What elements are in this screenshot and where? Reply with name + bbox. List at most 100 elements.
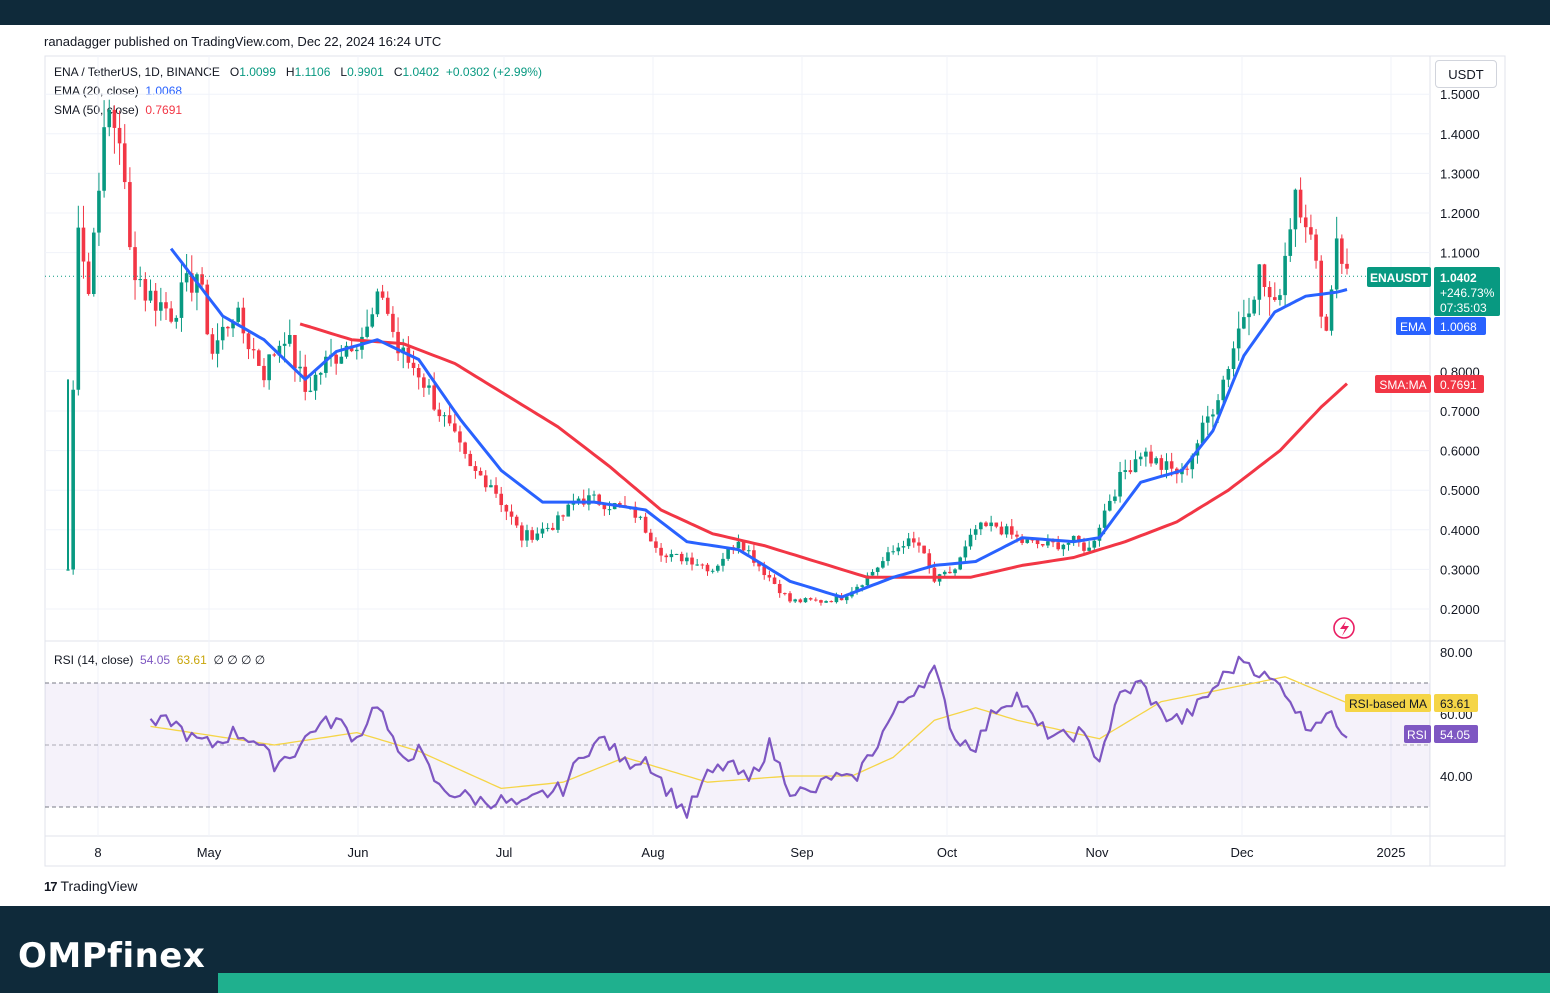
candle-body: [917, 542, 921, 546]
candle-body: [726, 547, 730, 559]
candle-body: [741, 541, 746, 551]
candle-body: [1309, 227, 1313, 235]
tradingview-logo: 17 TradingView: [44, 878, 138, 894]
candle-body: [556, 515, 560, 530]
price-tick-label: 0.7000: [1440, 404, 1480, 419]
candle-body: [205, 284, 210, 335]
candle-body: [308, 390, 313, 392]
candle-body: [597, 494, 601, 505]
ema-20-line: [169, 247, 1348, 599]
candle-body: [1272, 297, 1277, 300]
candle-body: [1030, 539, 1035, 541]
candle-body: [525, 530, 529, 541]
candle-body: [1334, 238, 1339, 290]
symbol-badge: [1367, 267, 1431, 287]
candle-body: [148, 290, 153, 301]
candle-body: [416, 368, 421, 378]
candle-body: [159, 302, 163, 311]
rsi-legend: RSI (14, close) 54.05 63.61 ∅ ∅ ∅ ∅: [54, 653, 265, 667]
candle-body: [334, 354, 338, 364]
candle-body: [1329, 289, 1334, 331]
candle-body: [968, 534, 973, 547]
candle-body: [1077, 535, 1081, 543]
low-value: 0.9901: [347, 65, 384, 79]
candle-body: [1185, 468, 1189, 470]
candle-body: [932, 567, 937, 582]
candle-body: [891, 551, 895, 553]
candle-body: [215, 340, 220, 354]
ema-badge-label: EMA: [1400, 320, 1426, 334]
candle-body: [1221, 379, 1226, 401]
candle-body: [339, 356, 344, 364]
chart-frame: [44, 55, 1506, 867]
price-tick-label: 1.3000: [1440, 166, 1480, 181]
rsi-ma-legend-value: 63.61: [176, 653, 207, 667]
candle-body: [762, 566, 767, 576]
candle-body: [241, 307, 246, 334]
candle-body: [122, 143, 127, 183]
candle-body: [220, 326, 225, 341]
candle-body: [1164, 461, 1169, 470]
candle-body: [143, 279, 148, 301]
candle-body: [1216, 400, 1220, 415]
candle-body: [1149, 451, 1153, 464]
candle-body: [1025, 539, 1030, 543]
candle-body: [654, 541, 658, 548]
candle-body: [561, 515, 565, 517]
candle-body: [71, 389, 75, 570]
candle-body: [1319, 260, 1324, 317]
candle-body: [442, 415, 447, 417]
candle-body: [427, 385, 431, 388]
symbol-badge-label: ENAUSDT: [1370, 271, 1429, 285]
price-tick-label: 1.5000: [1440, 87, 1480, 102]
price-tick-label: 1.2000: [1440, 206, 1480, 221]
sma-legend: SMA (50, close) 0.7691: [54, 103, 182, 117]
candle-body: [509, 511, 514, 517]
candle-body: [236, 307, 240, 322]
price-tick-label: 1.4000: [1440, 127, 1480, 142]
currency-button[interactable]: USDT: [1435, 60, 1497, 88]
candle-body: [1107, 500, 1112, 511]
sma-badge: [1434, 375, 1484, 393]
candle-body: [324, 356, 328, 373]
candle-body: [66, 569, 70, 571]
candle-body: [587, 495, 591, 505]
candle-body: [659, 547, 663, 556]
rsi-ma-badge-value: 63.61: [1440, 697, 1470, 711]
candle-body: [989, 522, 993, 527]
candle-body: [942, 571, 947, 575]
sma-badge-tag: [1375, 375, 1431, 393]
candle-body: [1004, 526, 1009, 535]
candle-body: [1211, 414, 1215, 417]
candle-body: [664, 555, 669, 558]
change-value: +0.0302 (+2.99%): [445, 65, 542, 79]
candle-body: [179, 282, 184, 318]
candle-body: [164, 302, 168, 309]
candle-body: [102, 127, 106, 191]
candle-body: [1345, 263, 1349, 269]
candle-body: [489, 485, 493, 488]
tradingview-icon: 17: [44, 878, 58, 894]
candle-body: [814, 599, 818, 601]
candle-body: [803, 598, 808, 603]
candle-body: [313, 374, 318, 391]
candle-body: [91, 232, 96, 294]
candle-body: [1097, 527, 1102, 541]
alert-lightning-icon: [1333, 617, 1355, 639]
sma-legend-value: 0.7691: [145, 103, 183, 117]
candle-body: [128, 182, 132, 248]
candle-body: [1133, 459, 1138, 473]
price-tick-label: 0.5000: [1440, 483, 1480, 498]
footer-accent-strip: [218, 973, 1550, 993]
candle-body: [226, 326, 230, 329]
candle-body: [1123, 470, 1128, 472]
candle-body: [695, 564, 699, 566]
candle-body: [834, 595, 839, 603]
candle-body: [1020, 536, 1024, 543]
candle-body: [979, 522, 983, 530]
open-value: 1.0099: [239, 65, 276, 79]
rsi-line: [149, 655, 1348, 819]
candle-body: [1128, 470, 1133, 473]
candle-body: [1247, 313, 1251, 318]
